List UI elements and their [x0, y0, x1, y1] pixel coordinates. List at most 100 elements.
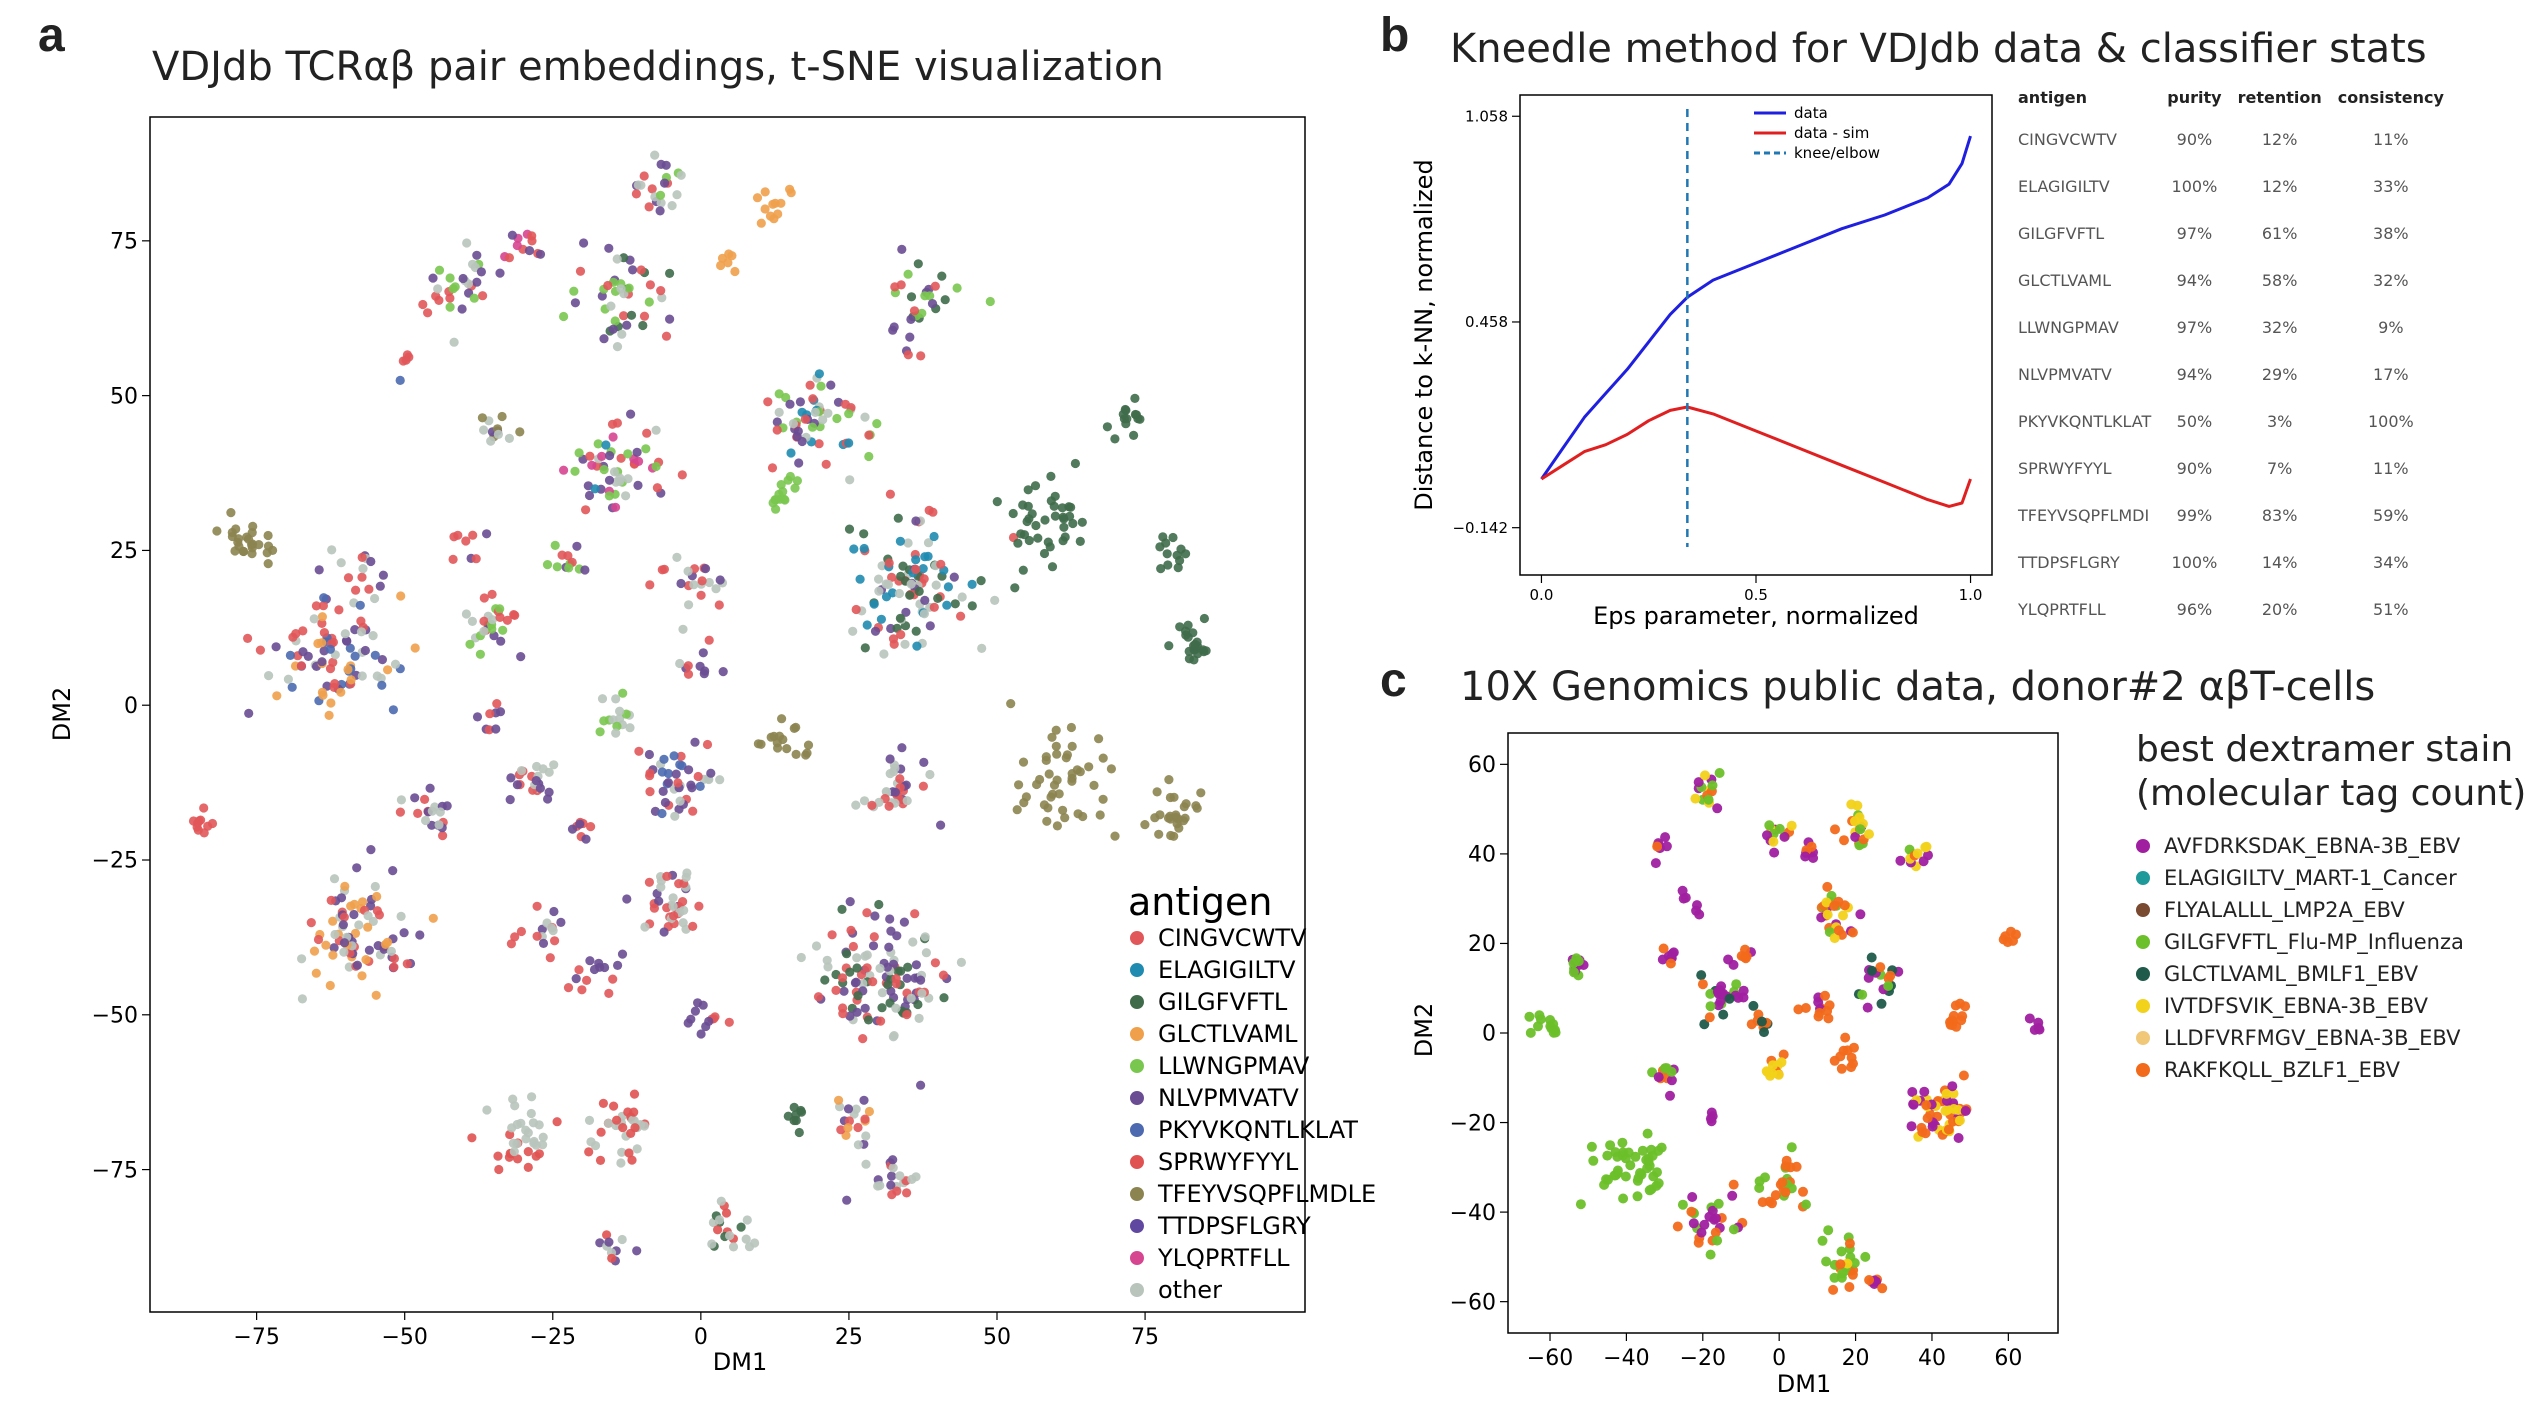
- panel-c-ytick-label: 0: [1482, 1022, 1496, 1047]
- panel-a-point: [1130, 393, 1140, 403]
- panel-a-point: [777, 714, 787, 724]
- panel-b-xlabel: Eps parameter, normalized: [1593, 602, 1919, 630]
- panel-c-point: [1652, 1167, 1662, 1178]
- panel-a-point: [357, 572, 367, 582]
- stats-cell: TTDPSFLGRY: [2018, 553, 2120, 572]
- panel-a-point: [526, 1108, 536, 1119]
- panel-a-point: [724, 1017, 734, 1027]
- panel-a-point: [617, 1234, 627, 1245]
- panel-a-chart: −75 −50 −25 0 25 50 75 75 50 25 0 −25 −50 −75 DM1 DM2…: [48, 116, 1376, 1376]
- panel-c-point: [1838, 910, 1848, 921]
- panel-a-point: [1089, 780, 1099, 791]
- panel-c-point: [1586, 1141, 1597, 1152]
- panel-a-point: [790, 483, 800, 493]
- panel-a-point: [272, 691, 282, 701]
- panel-a-point: [851, 604, 861, 615]
- panel-b-legend: data data - sim knee/elbow: [1754, 104, 1880, 162]
- panel-a-point: [618, 688, 628, 698]
- panel-a-point: [628, 265, 638, 275]
- panel-a-point: [957, 592, 967, 602]
- panel-a-point: [324, 710, 334, 721]
- panel-a-point: [697, 576, 707, 586]
- panel-a-point: [657, 767, 667, 777]
- panel-a-point: [603, 1118, 614, 1128]
- panel-a-point: [767, 463, 778, 473]
- panel-a-point: [920, 291, 930, 301]
- panel-a-point: [609, 467, 620, 477]
- panel-c-xtick-label: −40: [1603, 1346, 1649, 1371]
- panel-c-point: [1635, 1168, 1645, 1178]
- panel-c-point: [1779, 831, 1790, 842]
- panel-a-point: [322, 681, 332, 691]
- panel-a-point: [698, 1000, 708, 1010]
- panel-a-point: [741, 1234, 751, 1244]
- panel-a-point: [516, 926, 527, 937]
- panel-a-point: [596, 1127, 606, 1137]
- panel-a-point: [239, 546, 249, 557]
- panel-c-point: [1706, 1116, 1717, 1127]
- panel-c-point: [1602, 1150, 1613, 1161]
- panel-a-point: [590, 484, 600, 494]
- panel-a-point: [617, 329, 627, 339]
- panel-a-point: [774, 731, 785, 741]
- panel-a-point: [700, 666, 710, 676]
- panel-a-point: [458, 273, 468, 284]
- panel-a-legend-label: NLVPMVATV: [1158, 1084, 1299, 1112]
- panel-a-point: [1118, 409, 1128, 419]
- panel-a-point: [837, 904, 847, 915]
- panel-a-point: [1013, 538, 1023, 548]
- panel-a-point: [328, 916, 338, 926]
- panel-c-point: [1840, 1032, 1851, 1043]
- panel-a-point: [612, 1115, 622, 1125]
- panel-a-point: [683, 566, 693, 576]
- panel-a-point: [418, 299, 428, 310]
- panel-a-legend-marker: [1130, 1027, 1144, 1041]
- panel-a-point: [952, 283, 962, 293]
- panel-a-point: [911, 960, 922, 970]
- stats-header-consistency: consistency: [2337, 87, 2444, 107]
- panel-a-point: [1077, 517, 1087, 527]
- panel-c-point: [1686, 1206, 1697, 1217]
- panel-c-point: [1711, 1213, 1721, 1224]
- panel-a-point: [938, 970, 949, 980]
- panel-a-point: [678, 897, 688, 907]
- panel-c-point: [1718, 1009, 1729, 1020]
- stats-cell: 9%: [2378, 318, 2404, 337]
- panel-a-point: [448, 554, 458, 565]
- panel-a-point: [881, 592, 892, 602]
- panel-a-point: [1058, 512, 1068, 522]
- stats-cell: 90%: [2176, 130, 2213, 149]
- panel-a-point: [843, 1123, 853, 1133]
- panel-a-point: [574, 965, 584, 975]
- panel-a-legend-label: CINGVCWTV: [1158, 924, 1307, 952]
- panel-a-point: [859, 796, 870, 806]
- panel-c-point: [1723, 954, 1734, 965]
- panel-c-legend-title-2: (molecular tag count): [2136, 773, 2527, 814]
- panel-a-point: [599, 334, 609, 344]
- panel-c-legend-item: AVFDRKSDAK_EBNA-3B_EBV: [2136, 830, 2526, 862]
- panel-a-point: [462, 238, 472, 248]
- panel-a-point: [623, 449, 633, 459]
- panel-a-point: [283, 674, 293, 684]
- panel-c-legend-label: GLCTLVAML_BMLF1_EBV: [2164, 962, 2419, 986]
- panel-a-point: [792, 476, 803, 486]
- panel-c-point: [1697, 979, 1708, 990]
- panel-a-point: [226, 507, 236, 518]
- panel-b-ytick-label: 0.458: [1465, 313, 1508, 331]
- panel-a-point: [916, 1080, 926, 1090]
- panel-a-point: [920, 932, 930, 942]
- panel-a-point: [339, 947, 349, 957]
- panel-a-point: [864, 430, 874, 440]
- panel-a-point: [967, 579, 977, 590]
- panel-a-point: [478, 291, 488, 301]
- panel-a-point: [507, 230, 517, 240]
- panel-a-point: [328, 950, 338, 960]
- panel-a-point: [595, 1238, 605, 1248]
- panel-c-point: [1610, 1147, 1621, 1158]
- panel-a-point: [606, 301, 616, 311]
- panel-a-point: [542, 560, 553, 570]
- panel-a-point: [410, 643, 420, 653]
- panel-b-title: Kneedle method for VDJdb data & classifi…: [1450, 26, 2427, 72]
- panel-a-point: [864, 451, 874, 462]
- panel-a-point: [645, 787, 655, 797]
